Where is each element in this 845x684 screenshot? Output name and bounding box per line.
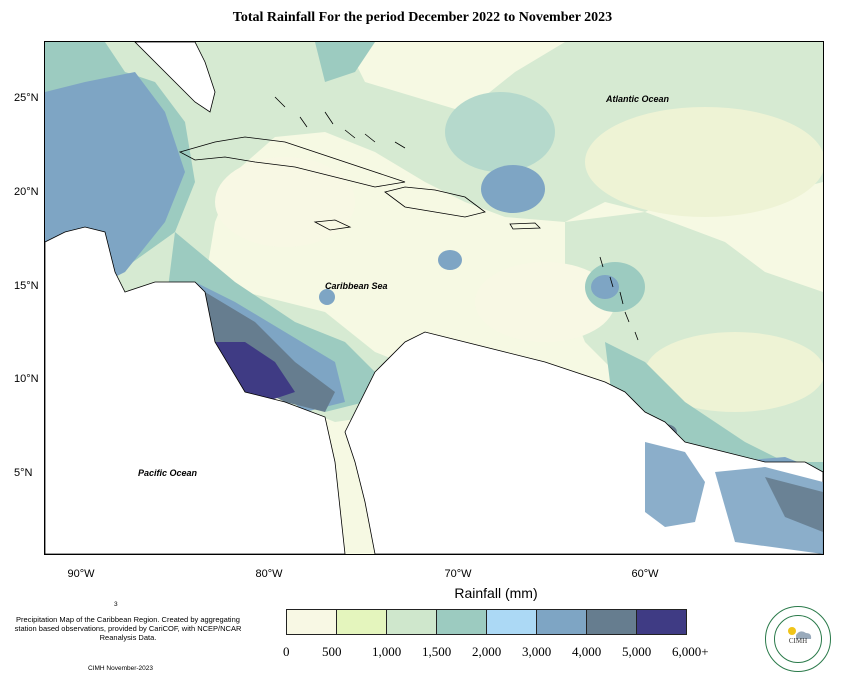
credit-superscript: 3 bbox=[114, 601, 118, 608]
credit-text: Precipitation Map of the Caribbean Regio… bbox=[14, 615, 242, 642]
caribbean-sea-label: Caribbean Sea bbox=[325, 281, 388, 291]
rainfall-map bbox=[44, 41, 824, 555]
legend-tick-label: 3,000 bbox=[522, 644, 552, 659]
y-tick: 10°N bbox=[14, 373, 39, 385]
legend-swatch bbox=[387, 610, 437, 634]
legend-colorbar bbox=[286, 609, 687, 635]
y-tick: 15°N bbox=[14, 280, 39, 292]
legend-swatch bbox=[637, 610, 686, 634]
legend-swatch bbox=[587, 610, 637, 634]
legend-tick-label: 5,000 bbox=[622, 644, 652, 659]
sun-cloud-icon bbox=[788, 627, 812, 639]
legend-tick-label: 1,500 bbox=[422, 644, 452, 659]
legend-tick-label: 6,000+ bbox=[672, 644, 709, 659]
x-tick: 60°W bbox=[631, 568, 659, 580]
legend-swatch bbox=[337, 610, 387, 634]
legend-title: Rainfall (mm) bbox=[454, 585, 538, 601]
legend-tick-label: 1,000 bbox=[372, 644, 402, 659]
legend-tick-label: 0 bbox=[283, 644, 290, 659]
legend-tick-label: 4,000 bbox=[572, 644, 602, 659]
rainfall-map-canvas bbox=[45, 42, 823, 554]
y-tick: 5°N bbox=[14, 467, 33, 479]
logo-text: CIMH bbox=[788, 637, 808, 645]
y-tick: 25°N bbox=[14, 92, 39, 104]
pacific-ocean-label: Pacific Ocean bbox=[138, 468, 198, 478]
y-tick: 20°N bbox=[14, 186, 39, 198]
cimh-logo: CIMH bbox=[765, 606, 831, 672]
legend-swatch bbox=[537, 610, 587, 634]
x-tick: 70°W bbox=[444, 568, 472, 580]
legend-tick-label: 500 bbox=[322, 644, 342, 659]
legend-swatch bbox=[287, 610, 337, 634]
x-tick: 80°W bbox=[255, 568, 283, 580]
legend-swatch bbox=[487, 610, 537, 634]
atlantic-ocean-label: Atlantic Ocean bbox=[606, 94, 670, 104]
legend-swatch bbox=[437, 610, 487, 634]
map-title: Total Rainfall For the period December 2… bbox=[232, 10, 613, 25]
x-tick: 90°W bbox=[67, 568, 95, 580]
credit-date: CIMH November-2023 bbox=[88, 665, 154, 672]
logo-ring bbox=[774, 615, 822, 663]
legend-tick-label: 2,000 bbox=[472, 644, 502, 659]
